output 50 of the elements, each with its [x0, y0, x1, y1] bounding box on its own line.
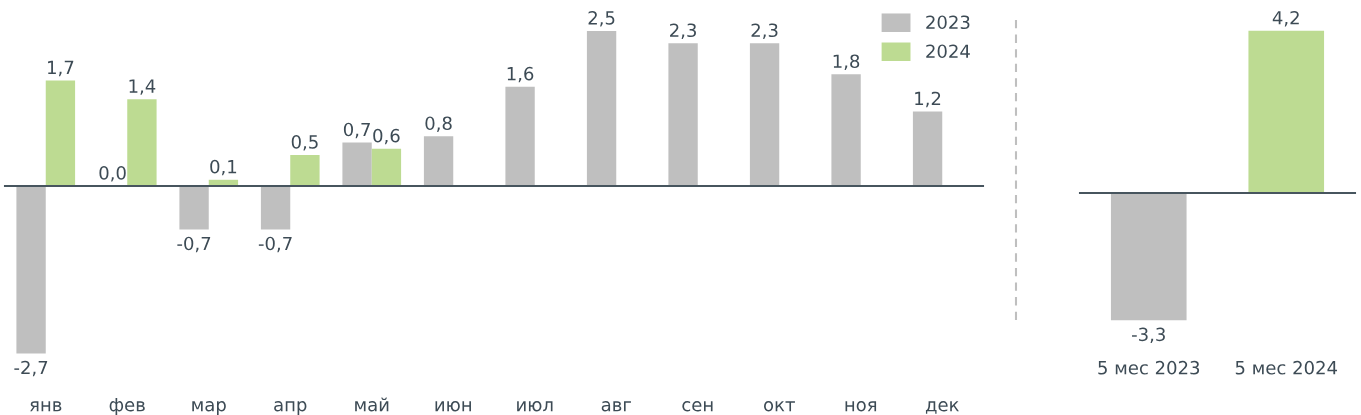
x-tick-label: окт — [764, 401, 795, 412]
x-tick-label: мар — [192, 401, 226, 415]
data-label: -0,7 — [177, 236, 211, 253]
bar — [423, 136, 454, 186]
x-tick-label: дек — [925, 401, 959, 414]
data-label: 0,0 — [99, 166, 126, 182]
data-label: -3,3 — [1132, 327, 1165, 344]
bar — [290, 154, 320, 186]
data-label: 1,4 — [129, 79, 156, 95]
x-tick-label: янв — [30, 401, 62, 412]
data-label: 0,1 — [210, 159, 237, 176]
x-tick-label: фев — [109, 398, 145, 415]
data-label: 2,5 — [588, 11, 615, 27]
data-label: 0,8 — [425, 116, 452, 132]
data-label: 1,7 — [48, 60, 74, 77]
data-label: 0,7 — [343, 122, 370, 139]
data-label: 1,6 — [507, 66, 534, 83]
bar — [16, 185, 46, 354]
bar — [260, 185, 291, 230]
data-label: 0,5 — [291, 135, 318, 151]
data-label: 2,3 — [670, 23, 696, 39]
data-label: 2,3 — [751, 23, 778, 39]
bar — [586, 30, 617, 186]
data-label: -0,7 — [258, 236, 292, 253]
data-label: 4,2 — [1272, 10, 1299, 27]
x-tick-label: сен — [682, 401, 713, 412]
x-tick-label: авг — [601, 401, 631, 412]
legend-label: 2023 — [926, 15, 970, 30]
bar — [831, 74, 861, 186]
x-tick-label: апр — [274, 401, 307, 415]
bar — [505, 86, 535, 186]
data-label: 1,2 — [915, 91, 941, 108]
bar — [749, 43, 780, 186]
x-tick-label: 5 мес 2024 — [1235, 360, 1338, 375]
bar — [912, 111, 943, 186]
data-label: 1,8 — [833, 54, 860, 70]
bar — [179, 185, 209, 230]
bar — [45, 80, 76, 186]
data-label: -2,7 — [14, 360, 48, 377]
x-tick-label: май — [355, 397, 389, 412]
bar — [127, 99, 157, 186]
x-tick-label: июн — [435, 401, 471, 412]
bar — [371, 148, 402, 186]
bar — [668, 43, 698, 186]
bar — [342, 142, 372, 186]
x-tick-label: июл — [517, 401, 553, 412]
data-label: 0,6 — [373, 128, 400, 145]
x-tick-label: ноя — [845, 401, 877, 412]
x-tick-label: 5 мес 2023 — [1098, 360, 1200, 375]
legend-label: 2024 — [926, 44, 970, 59]
